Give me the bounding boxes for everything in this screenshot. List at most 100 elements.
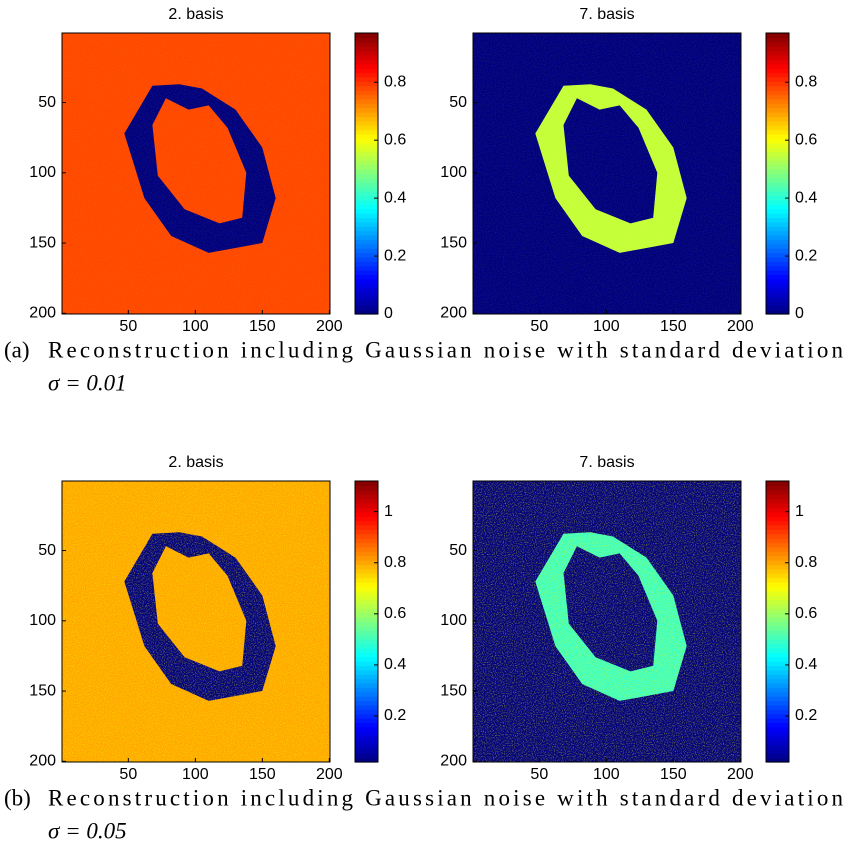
colorbar-segment xyxy=(766,90,789,95)
image-noise xyxy=(62,33,330,314)
colorbar-tick-label: 0.2 xyxy=(384,707,406,724)
x-tick-label: 50 xyxy=(119,318,137,335)
colorbar-segment xyxy=(355,257,378,262)
colorbar-segment xyxy=(355,174,378,179)
colorbar-segment xyxy=(766,512,789,517)
colorbar-segment xyxy=(766,235,789,240)
colorbar-tick-label: 0.4 xyxy=(384,656,406,673)
x-tick-label: 100 xyxy=(182,766,209,783)
colorbar-segment xyxy=(355,709,378,714)
colorbar-segment xyxy=(355,494,378,499)
colorbar-segment xyxy=(355,213,378,218)
colorbar-segment xyxy=(766,99,789,104)
colorbar-segment xyxy=(355,687,378,692)
colorbar-segment xyxy=(766,152,789,157)
colorbar-tick-label: 0.2 xyxy=(795,247,817,264)
colorbar-segment xyxy=(355,274,378,279)
colorbar-segment xyxy=(766,248,789,253)
colorbar-segment xyxy=(355,116,378,121)
y-tick-label: 150 xyxy=(440,682,467,699)
colorbar-tick-label: 0.6 xyxy=(795,605,817,622)
colorbar-segment xyxy=(355,731,378,736)
colorbar-segment xyxy=(355,608,378,613)
colorbar-segment xyxy=(766,740,789,745)
y-tick-label: 50 xyxy=(449,94,467,111)
colorbar-segment xyxy=(355,55,378,60)
colorbar-tick-label: 0.2 xyxy=(795,707,817,724)
x-tick-label: 150 xyxy=(249,318,276,335)
colorbar-segment xyxy=(766,731,789,736)
colorbar-tick-label: 0.8 xyxy=(795,73,817,90)
colorbar-segment xyxy=(355,108,378,113)
colorbar-segment xyxy=(355,182,378,187)
colorbar-segment xyxy=(766,595,789,600)
colorbar-segment xyxy=(766,547,789,552)
colorbar-segment xyxy=(355,657,378,662)
caption-text: Reconstruction including Gaussian noise … xyxy=(48,337,844,362)
colorbar-segment xyxy=(766,626,789,631)
colorbar-segment xyxy=(355,103,378,108)
colorbar-segment xyxy=(766,736,789,741)
colorbar-segment xyxy=(766,121,789,126)
colorbar-segment xyxy=(355,679,378,684)
colorbar-segment xyxy=(766,116,789,121)
colorbar-segment xyxy=(355,178,378,183)
colorbar-segment xyxy=(355,160,378,165)
panel-title: 2. basis xyxy=(168,6,223,23)
colorbar-segment xyxy=(355,727,378,732)
panel-title: 7. basis xyxy=(579,454,634,471)
colorbar-segment xyxy=(766,490,789,495)
colorbar-tick-label: 0.8 xyxy=(384,554,406,571)
colorbar-segment xyxy=(355,73,378,78)
colorbar-segment xyxy=(766,305,789,310)
colorbar-segment xyxy=(766,191,789,196)
colorbar-segment xyxy=(355,591,378,596)
colorbar-segment xyxy=(766,147,789,152)
colorbar-segment xyxy=(355,94,378,99)
y-tick-label: 50 xyxy=(38,542,56,559)
colorbar-segment xyxy=(355,279,378,284)
colorbar-tick-label: 0.6 xyxy=(384,605,406,622)
y-tick-label: 150 xyxy=(440,234,467,251)
colorbar-segment xyxy=(766,744,789,749)
colorbar-segment xyxy=(355,665,378,670)
colorbar-segment xyxy=(355,77,378,82)
y-tick-label: 50 xyxy=(38,94,56,111)
colorbar-segment xyxy=(355,125,378,130)
colorbar-segment xyxy=(766,643,789,648)
colorbar-segment xyxy=(355,99,378,104)
colorbar-segment xyxy=(766,665,789,670)
colorbar-segment xyxy=(355,209,378,214)
colorbar-segment xyxy=(355,705,378,710)
y-tick-label: 100 xyxy=(29,612,56,629)
colorbar-segment xyxy=(355,37,378,42)
colorbar-segment xyxy=(355,235,378,240)
image-noise xyxy=(473,33,741,314)
colorbar-segment xyxy=(355,578,378,583)
colorbar-segment xyxy=(766,86,789,91)
colorbar-segment xyxy=(355,86,378,91)
colorbar-tick-label: 0.4 xyxy=(795,189,817,206)
colorbar-tick-label: 0.6 xyxy=(795,131,817,148)
colorbar-segment xyxy=(355,51,378,56)
x-tick-label: 50 xyxy=(530,318,548,335)
colorbar-segment xyxy=(766,138,789,143)
caption-label: (a) xyxy=(4,337,30,362)
colorbar-segment xyxy=(766,564,789,569)
colorbar-segment xyxy=(355,147,378,152)
colorbar-segment xyxy=(766,657,789,662)
colorbar-segment xyxy=(355,547,378,552)
colorbar-tick-label: 0 xyxy=(384,305,393,322)
colorbar-segment xyxy=(766,692,789,697)
colorbar-segment xyxy=(355,652,378,657)
colorbar-segment xyxy=(766,652,789,657)
colorbar-segment xyxy=(355,68,378,73)
colorbar-segment xyxy=(766,582,789,587)
colorbar-segment xyxy=(355,46,378,51)
colorbar-segment xyxy=(766,204,789,209)
colorbar-segment xyxy=(766,42,789,47)
colorbar-segment xyxy=(355,749,378,754)
y-tick-label: 100 xyxy=(440,164,467,181)
colorbar-segment xyxy=(766,156,789,161)
colorbar-segment xyxy=(355,643,378,648)
